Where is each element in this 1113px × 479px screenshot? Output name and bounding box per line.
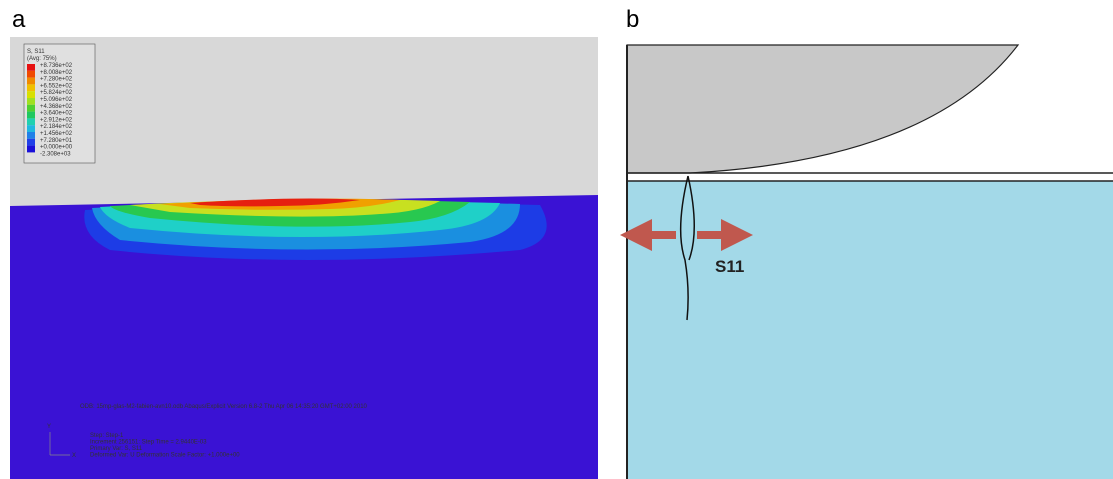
triad-x: X [72,453,76,459]
legend-entry: +8.008e+02 [40,70,73,76]
triad-y: Y [47,424,51,430]
legend-entry: +5.096e+02 [40,97,73,103]
legend-entry: +7.280e+01 [40,138,73,144]
legend-swatch [27,118,35,125]
figure: a S, S11 (Avg: 75%) +8.736e+02+8.008e+02… [0,0,1113,479]
legend-swatch [27,64,35,71]
legend-swatch [27,132,35,139]
panel-label: b [626,6,639,33]
legend-swatch [27,146,35,153]
legend-entry: +1.456e+02 [40,131,73,137]
legend: +8.736e+02+8.008e+02+7.280e+02+6.552e+02… [27,63,73,157]
legend-swatch [27,91,35,98]
info-line: Step: Step-1 [90,433,124,439]
legend-entry: +5.824e+02 [40,90,73,96]
legend-swatch [27,139,35,146]
legend-swatch [27,112,35,119]
info-line: Increment 256151: Step Time = 2.9440E-03 [90,440,207,446]
legend-entry: +2.912e+02 [40,117,73,123]
legend-subtitle: (Avg: 75%) [27,56,57,62]
legend-entry: +4.368e+02 [40,104,73,110]
legend-entry: +8.736e+02 [40,63,73,69]
legend-swatch [27,98,35,105]
legend-entry: +3.640e+02 [40,111,73,117]
info-line: Primary Var: S, S11 [90,446,143,452]
legend-swatch [27,125,35,132]
legend-swatch [27,105,35,112]
legend-entry: +7.280e+02 [40,77,73,83]
stress-contour [84,199,546,260]
odb-info: ODB: 15mp-glas-M2-fabien-avn10.odb Abaqu… [80,404,368,410]
legend-entry: +2.184e+02 [40,124,73,130]
panel-label: a [12,6,26,33]
indenter [627,45,1018,173]
legend-title: S, S11 [27,49,45,55]
legend-entry: +0.000e+00 [40,145,73,151]
substrate [627,181,1113,479]
legend-swatch [27,71,35,78]
legend-swatch [27,78,35,85]
legend-entry: +6.552e+02 [40,83,73,89]
stress-label: S11 [715,257,744,276]
info-line: Deformed Var: U Deformation Scale Factor… [90,453,240,459]
legend-entry: -2.308e+03 [40,151,71,157]
legend-swatch [27,84,35,91]
